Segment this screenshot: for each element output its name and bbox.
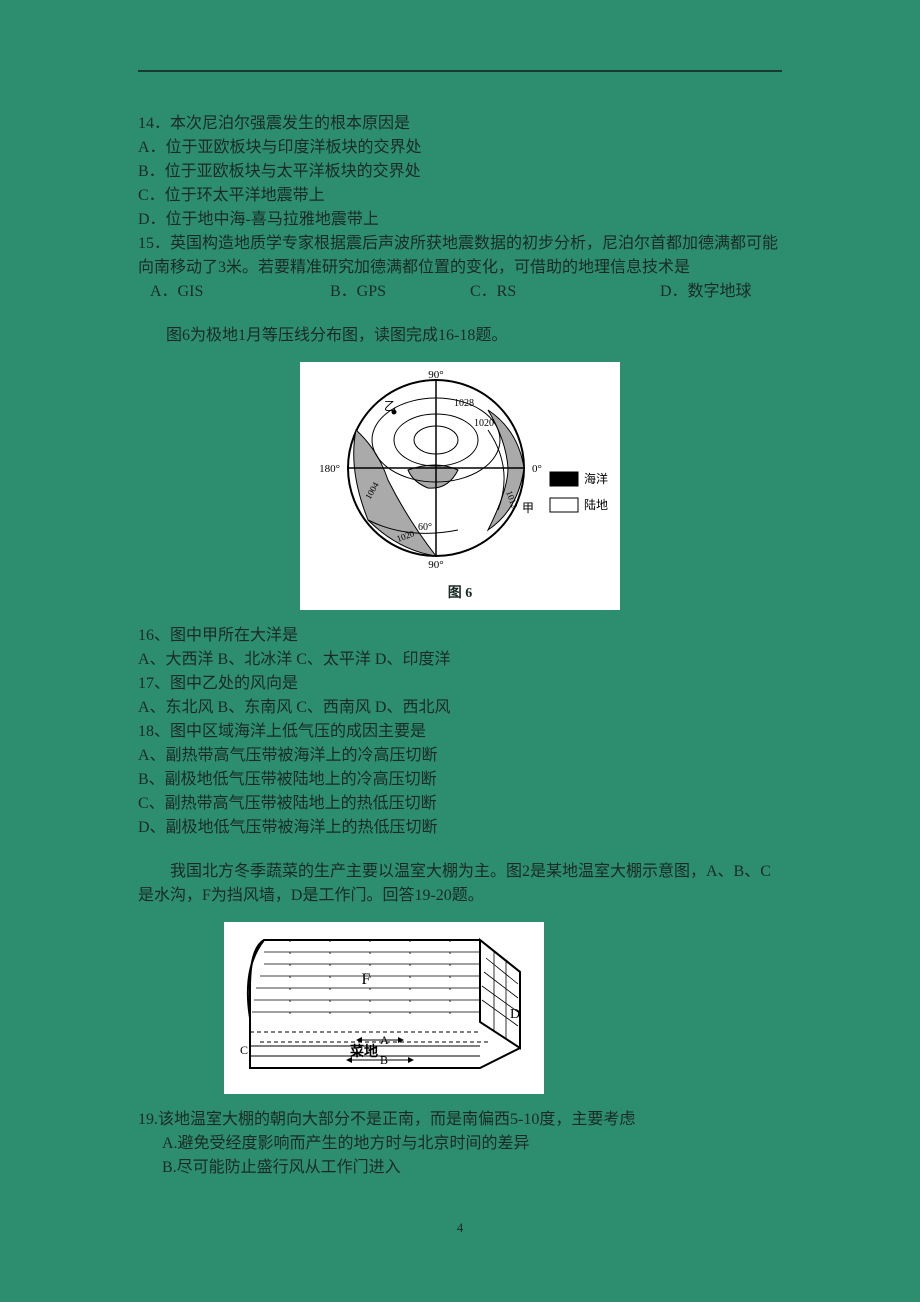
q15-option-d: D．数字地球 [660,280,782,304]
q15-option-b: B．GPS [330,280,470,304]
svg-text:0°: 0° [532,463,542,475]
svg-text:陆地: 陆地 [584,497,608,512]
figure-2-wrap: F D A B C 菜地 [138,922,782,1094]
figure-2: F D A B C 菜地 [224,922,544,1094]
page-number: 4 [138,1220,782,1236]
q18-option-a: A、副热带高气压带被海洋上的冷高压切断 [138,744,782,768]
q17-stem: 17、图中乙处的风向是 [138,672,782,696]
svg-text:乙: 乙 [384,399,396,413]
svg-text:180°: 180° [319,463,340,475]
svg-text:60°: 60° [418,522,432,533]
q16-options: A、大西洋 B、北冰洋 C、太平洋 D、印度洋 [138,648,782,672]
q19-option-b: B.尽可能防止盛行风从工作门进入 [138,1156,782,1180]
q19-option-a: A.避免受经度影响而产生的地方时与北京时间的差异 [138,1132,782,1156]
q15-option-c: C．RS [470,280,660,304]
svg-text:1028: 1028 [454,398,474,409]
q17-options: A、东北风 B、东南风 C、西南风 D、西北风 [138,696,782,720]
q18-option-d: D、副极地低气压带被海洋上的热低压切断 [138,816,782,840]
q18-option-c: C、副热带高气压带被陆地上的热低压切断 [138,792,782,816]
svg-text:菜地: 菜地 [349,1043,378,1060]
q19-stem: 19.该地温室大棚的朝向大部分不是正南，而是南偏西5-10度，主要考虑 [138,1108,782,1132]
svg-text:海洋: 海洋 [584,471,608,486]
figure-6: 90° 180° 0° 90° 60° 1028 1020 1004 1012 … [300,362,620,610]
q15-stem: 15．英国构造地质学专家根据震后声波所获地震数据的初步分析，尼泊尔首都加德满都可… [138,232,782,280]
figure-6-caption: 图 6 [308,582,612,606]
q14-option-b: B．位于亚欧板块与太平洋板块的交界处 [138,160,782,184]
svg-text:90°: 90° [428,370,443,381]
svg-text:D: D [510,1007,520,1022]
q14-stem: 14．本次尼泊尔强震发生的根本原因是 [138,112,782,136]
svg-text:C: C [240,1043,248,1057]
q16-stem: 16、图中甲所在大洋是 [138,624,782,648]
svg-text:甲: 甲 [522,501,534,515]
svg-text:F: F [362,971,371,988]
q15-options: A．GIS B．GPS C．RS D．数字地球 [138,280,782,304]
q14-option-d: D．位于地中海-喜马拉雅地震带上 [138,208,782,232]
svg-text:90°: 90° [428,559,443,570]
intro-19-20: 我国北方冬季蔬菜的生产主要以温室大棚为主。图2是某地温室大棚示意图，A、B、C是… [138,860,782,908]
q14-option-a: A．位于亚欧板块与印度洋板块的交界处 [138,136,782,160]
intro-16-18: 图6为极地1月等压线分布图，读图完成16-18题。 [138,324,782,348]
q18-option-b: B、副极地低气压带被陆地上的冷高压切断 [138,768,782,792]
figure-6-wrap: 90° 180° 0° 90° 60° 1028 1020 1004 1012 … [138,362,782,610]
svg-text:1020: 1020 [474,418,494,429]
q15-option-a: A．GIS [150,280,330,304]
q14-option-c: C．位于环太平洋地震带上 [138,184,782,208]
q18-stem: 18、图中区域海洋上低气压的成因主要是 [138,720,782,744]
